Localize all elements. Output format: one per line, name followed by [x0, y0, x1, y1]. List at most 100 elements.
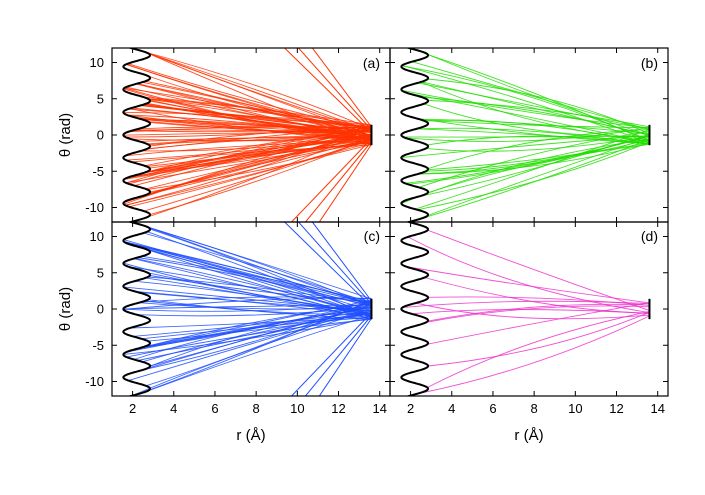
- trajectory-d: [427, 303, 650, 322]
- trajectory-b: [415, 129, 650, 210]
- trajectory-c: [124, 241, 372, 317]
- trajectory-a: [146, 139, 372, 173]
- trajectory-d: [428, 311, 650, 367]
- panel-b: [400, 48, 651, 222]
- edge-ray-c: [318, 318, 372, 396]
- y-tick-label: 0: [97, 302, 104, 317]
- trajectory-a: [146, 127, 372, 218]
- y-tick-label: 10: [90, 229, 104, 244]
- trajectory-d: [427, 229, 650, 312]
- trajectory-d: [427, 296, 650, 306]
- y-tick-label: -5: [92, 338, 104, 353]
- x-tick-label: 10: [568, 401, 582, 416]
- edge-ray-a: [297, 48, 372, 131]
- potential-curve-line-a: [122, 48, 152, 222]
- trajectory-b: [427, 142, 650, 171]
- trajectory-c: [140, 296, 372, 303]
- edge-ray-a: [304, 141, 372, 222]
- x-axis-title-left: r (Å): [236, 427, 265, 444]
- y-tick-label: 0: [97, 128, 104, 143]
- trajectory-b: [401, 89, 650, 129]
- trajectory-c: [137, 257, 372, 312]
- x-tick-label: 2: [129, 401, 136, 416]
- trajectory-b: [401, 64, 650, 144]
- trajectory-b: [427, 143, 650, 194]
- trajectory-c: [147, 272, 372, 316]
- edge-ray-c: [297, 222, 372, 305]
- trajectory-b: [407, 92, 650, 144]
- trajectory-b: [421, 96, 650, 136]
- potential-curve-line-d: [400, 222, 430, 396]
- y-axis-title-top: θ (rad): [57, 113, 74, 157]
- x-tick-label: 8: [531, 401, 538, 416]
- trajectory-c: [123, 317, 372, 355]
- x-tick-label: 10: [290, 401, 304, 416]
- edge-ray-a: [318, 144, 372, 222]
- trajectory-c: [143, 232, 372, 304]
- edge-ray-c: [304, 315, 372, 396]
- panel-label-a: (a): [363, 55, 380, 71]
- trajectory-b: [412, 136, 650, 222]
- potential-curve-b: [400, 48, 430, 222]
- trajectory-a: [136, 117, 372, 133]
- trajectory-d: [426, 305, 650, 323]
- y-axis-title-bottom: θ (rad): [57, 287, 74, 331]
- trajectory-c: [149, 304, 372, 367]
- panel-c: [122, 222, 373, 396]
- trajectory-c: [144, 300, 372, 316]
- trajectory-b: [424, 119, 650, 145]
- trajectory-b: [427, 129, 650, 170]
- trajectory-a: [123, 131, 372, 136]
- trajectory-a: [127, 63, 372, 131]
- potential-curve-d: [400, 222, 430, 396]
- potential-curve-a: [122, 48, 152, 222]
- trajectory-d: [427, 311, 650, 388]
- edge-ray-c: [283, 222, 372, 308]
- trajectory-d: [424, 277, 650, 314]
- x-tick-label: 8: [253, 401, 260, 416]
- panel-a: [122, 48, 373, 222]
- trajectory-c: [145, 277, 372, 320]
- trajectory-a: [140, 73, 372, 136]
- trajectory-d: [427, 302, 650, 345]
- trajectory-c: [126, 318, 372, 358]
- trajectory-b: [418, 139, 650, 175]
- trajectory-b: [427, 54, 650, 136]
- trajectory-b: [417, 141, 650, 211]
- trajectory-c: [145, 300, 372, 387]
- trajectory-a: [125, 140, 372, 157]
- trajectory-a: [148, 140, 372, 146]
- axis-ticks: 2 4 6 8 10 12 14 2 4 6 8 10 12 14 10 5 0 -5 -10 10 5 0 -5 -10: [85, 48, 668, 416]
- trajectory-c: [149, 227, 372, 307]
- trajectory-a: [123, 137, 372, 180]
- trajectory-a: [136, 83, 372, 139]
- trajectory-b: [423, 119, 650, 129]
- trajectory-c: [147, 276, 372, 304]
- trajectory-d: [416, 315, 650, 395]
- y-tick-label: 5: [97, 91, 104, 106]
- x-tick-label: 14: [650, 401, 664, 416]
- trajectory-a: [129, 108, 372, 141]
- trajectory-b: [417, 82, 650, 130]
- y-tick-label: -5: [92, 164, 104, 179]
- x-tick-label: 4: [170, 401, 177, 416]
- trajectory-c: [138, 302, 372, 310]
- x-tick-label: 6: [211, 401, 218, 416]
- trajectory-a: [123, 111, 372, 126]
- trajectory-a: [147, 52, 372, 132]
- trajectory-d: [415, 302, 650, 320]
- x-axis-title-right: r (Å): [514, 427, 543, 444]
- trajectory-c: [146, 314, 372, 392]
- x-tick-label: 4: [448, 401, 455, 416]
- trajectory-c: [132, 310, 372, 337]
- trajectory-a: [144, 51, 372, 130]
- edge-ray-c: [311, 222, 372, 302]
- edge-ray-c: [290, 312, 372, 396]
- x-tick-label: 14: [372, 401, 386, 416]
- y-tick-label: -10: [85, 374, 104, 389]
- x-tick-label: 12: [331, 401, 345, 416]
- potential-curve-line-c: [122, 222, 152, 396]
- trajectory-a: [147, 143, 372, 190]
- y-tick-label: 5: [97, 265, 104, 280]
- trajectory-b: [427, 54, 650, 143]
